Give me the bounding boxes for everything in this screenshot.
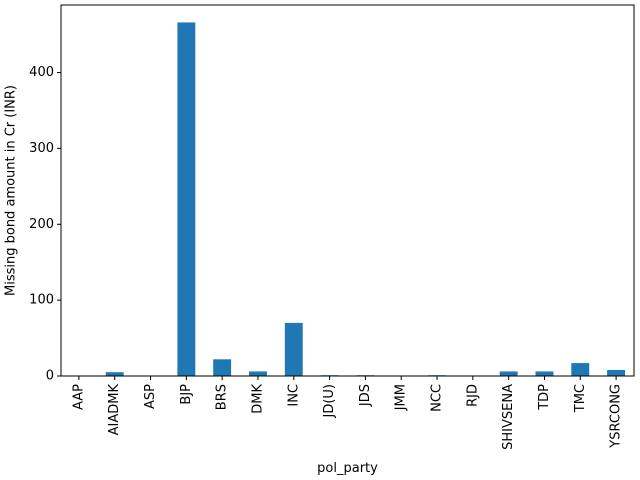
x-tick-label: BJP: [179, 384, 194, 405]
y-axis-label: Missing bond amount in Cr (INR): [4, 85, 19, 296]
bar-tmc: [571, 363, 590, 376]
bar-bjp: [177, 22, 196, 377]
bar-shivsena: [499, 371, 518, 376]
plot-frame: [60, 4, 635, 377]
x-tick-label: TDP: [537, 384, 552, 411]
y-tick-label: 300: [29, 141, 54, 156]
bars-group: [105, 22, 626, 377]
y-tick-label: 100: [29, 293, 54, 308]
x-tick-label: JD(U): [322, 384, 337, 419]
x-tick-label: AAP: [71, 384, 86, 410]
x-tick-label: NCC: [430, 384, 445, 412]
x-tick-label: BRS: [215, 384, 230, 410]
bar-aiadmk: [105, 372, 124, 376]
bar-dmk: [249, 371, 267, 376]
x-tick-label: ASP: [143, 384, 158, 409]
x-tick-label: JMM: [394, 384, 409, 411]
x-tick-label: SHIVSENA: [501, 384, 516, 450]
y-tick-label: 400: [29, 65, 54, 80]
x-tick-label: YSRCONG: [609, 384, 624, 449]
y-tick-label: 200: [29, 217, 54, 232]
bar-inc: [284, 322, 303, 376]
x-tick-label: INC: [286, 384, 301, 407]
y-tick-label: 0: [46, 369, 54, 384]
bar-brs: [213, 359, 232, 376]
x-tick-label: RJD: [465, 384, 480, 407]
x-axis-label: pol_party: [317, 461, 378, 476]
x-tick-label: AIADMK: [107, 384, 122, 436]
x-tick-label: DMK: [250, 384, 265, 414]
x-axis: AAP AIADMK ASP BJP BRS DMK INC JD(U) JDS JMM NCC RJ…: [71, 376, 624, 450]
bar-ysrcong: [607, 369, 626, 376]
x-tick-label: JDS: [358, 384, 373, 407]
x-tick-label: TMC: [573, 384, 588, 413]
bar-tdp: [535, 371, 554, 376]
y-axis: 0 100 200 300 400: [29, 65, 61, 384]
